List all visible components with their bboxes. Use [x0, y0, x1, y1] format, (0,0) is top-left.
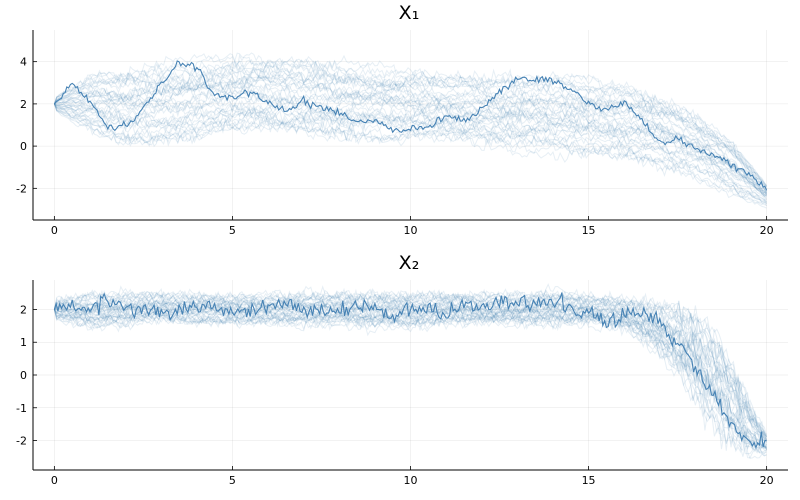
sample-path-28: [53, 295, 767, 442]
sample-path-2: [53, 103, 767, 206]
x-tick-label-4: 20: [760, 224, 774, 237]
subplot-x1-grid: [33, 30, 788, 220]
sample-path-30: [53, 65, 767, 187]
sample-path-38: [53, 283, 768, 437]
sample-path-39: [53, 52, 767, 186]
sample-path-33: [53, 60, 768, 194]
sample-path-5: [53, 103, 767, 204]
sample-path-26: [53, 75, 768, 195]
x-tick-label-3: 15: [582, 224, 596, 237]
sample-path-23: [54, 82, 767, 196]
sample-path-37: [53, 59, 767, 188]
y-tick-label-1: -1: [16, 402, 27, 415]
y-tick-label-1: 0: [20, 140, 27, 153]
sample-path-36: [53, 288, 767, 437]
subplot-x2-axes: 0 5 10 15 20 -2 -1 0 1 2: [16, 280, 788, 487]
sample-path-18: [54, 91, 767, 196]
sample-path-30: [53, 294, 768, 440]
sample-path-19: [54, 301, 768, 446]
sample-path-10: [53, 303, 767, 454]
subplot-x2-sample-paths: [53, 283, 768, 459]
x-tick-label-4: 20: [760, 474, 774, 487]
sample-path-31: [53, 68, 767, 190]
y-tick-label-0: -2: [16, 182, 27, 195]
y-tick-label-3: 1: [20, 336, 27, 349]
sample-path-3: [53, 309, 767, 459]
x-tick-label-0: 0: [51, 224, 58, 237]
x-tick-label-1: 5: [229, 474, 236, 487]
sample-path-24: [54, 297, 767, 443]
sample-path-39: [53, 285, 767, 435]
sample-path-32: [53, 290, 767, 436]
x-tick-label-3: 15: [582, 474, 596, 487]
subplot-x1-highlight-path: [53, 60, 768, 191]
subplot-x2-highlight-path: [53, 292, 767, 450]
sample-path-28: [53, 67, 768, 194]
sample-path-21: [54, 299, 768, 447]
sample-path-11: [54, 103, 767, 197]
sample-path-17: [54, 303, 768, 449]
sample-path-4: [53, 103, 768, 204]
y-tick-label-2: 2: [20, 98, 27, 111]
sample-path-37: [53, 289, 768, 437]
sample-path-34: [53, 291, 768, 441]
y-tick-label-0: -2: [16, 435, 27, 448]
sample-path-11: [54, 305, 768, 450]
sample-path-27: [54, 73, 768, 193]
sample-path-15: [54, 90, 767, 195]
sample-path-25: [54, 295, 767, 443]
sample-path-9: [53, 103, 767, 200]
y-tick-label-3: 4: [20, 56, 27, 69]
sample-path-33: [53, 289, 768, 438]
sample-path-38: [53, 53, 767, 186]
sample-path-24: [54, 70, 767, 193]
sample-path-8: [53, 99, 767, 204]
x-tick-label-1: 5: [229, 224, 236, 237]
sample-path-10: [53, 103, 767, 201]
sample-path-34: [53, 61, 767, 187]
subplot-x1-title: X₁: [399, 2, 420, 24]
sample-path-8: [54, 309, 767, 448]
sample-path-31: [53, 290, 768, 439]
subplot-x1: 0 5 10 15 20 -2 0 2 4 X₁: [16, 2, 788, 237]
subplot-x2-title: X₂: [399, 252, 420, 274]
sample-path-25: [54, 72, 767, 194]
sample-path-26: [54, 298, 767, 441]
subplot-x1-axes: 0 5 10 15 20 -2 0 2 4: [16, 30, 788, 237]
x-tick-label-0: 0: [51, 474, 58, 487]
sample-path-6: [53, 309, 767, 449]
sample-path-35: [53, 52, 767, 188]
sample-path-22: [54, 296, 768, 443]
sample-path-29: [53, 67, 768, 190]
sample-path-36: [53, 59, 768, 187]
sample-path-13: [53, 304, 768, 450]
sample-path-0: [53, 309, 767, 459]
sample-path-20: [54, 89, 768, 193]
sample-path-22: [54, 80, 767, 193]
y-tick-label-2: 0: [20, 369, 27, 382]
sample-path-16: [53, 298, 768, 450]
sample-path-32: [53, 66, 768, 190]
sample-path-2: [53, 307, 768, 455]
sample-path-23: [54, 297, 768, 441]
sample-path-4: [53, 307, 767, 453]
sample-path-5: [53, 309, 767, 451]
x-tick-label-2: 10: [404, 474, 418, 487]
sample-path-1: [53, 309, 767, 455]
sample-path-35: [53, 289, 767, 437]
sample-path-0: [53, 103, 767, 209]
subplot-x2: 0 5 10 15 20 -2 -1 0 1 2 X₂: [16, 252, 788, 487]
sample-path-6: [53, 103, 767, 201]
y-tick-label-4: 2: [20, 303, 27, 316]
x-tick-label-2: 10: [404, 224, 418, 237]
sample-path-19: [54, 76, 767, 198]
sample-path-15: [54, 302, 767, 449]
sample-path-9: [53, 309, 767, 452]
sample-path-21: [54, 85, 767, 195]
sample-path-12: [53, 306, 767, 449]
sample-path-13: [54, 97, 767, 197]
sample-path-12: [53, 98, 767, 195]
